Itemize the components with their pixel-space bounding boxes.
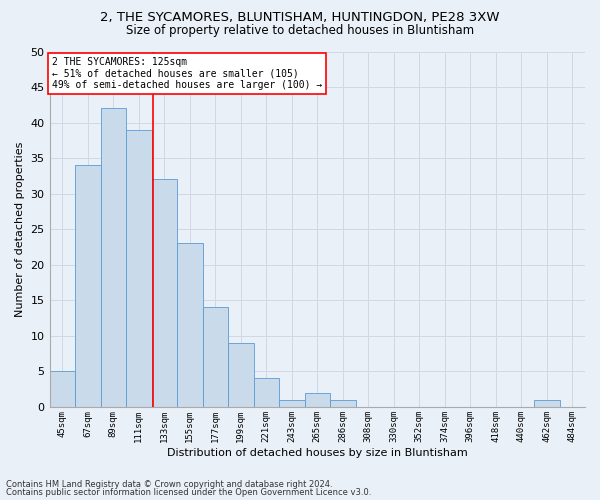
Bar bbox=[50, 372, 75, 407]
Bar bbox=[203, 308, 228, 407]
Text: 2 THE SYCAMORES: 125sqm
← 51% of detached houses are smaller (105)
49% of semi-d: 2 THE SYCAMORES: 125sqm ← 51% of detache… bbox=[52, 57, 322, 90]
Bar bbox=[126, 130, 152, 407]
Text: Size of property relative to detached houses in Bluntisham: Size of property relative to detached ho… bbox=[126, 24, 474, 37]
Bar bbox=[101, 108, 126, 407]
Bar bbox=[305, 392, 330, 407]
Bar bbox=[228, 343, 254, 407]
Text: Contains public sector information licensed under the Open Government Licence v3: Contains public sector information licen… bbox=[6, 488, 371, 497]
Bar bbox=[330, 400, 356, 407]
Bar bbox=[279, 400, 305, 407]
Y-axis label: Number of detached properties: Number of detached properties bbox=[15, 142, 25, 317]
Text: 2, THE SYCAMORES, BLUNTISHAM, HUNTINGDON, PE28 3XW: 2, THE SYCAMORES, BLUNTISHAM, HUNTINGDON… bbox=[100, 12, 500, 24]
Bar bbox=[534, 400, 560, 407]
Bar bbox=[254, 378, 279, 407]
Bar bbox=[152, 180, 177, 407]
Bar bbox=[75, 165, 101, 407]
Text: Contains HM Land Registry data © Crown copyright and database right 2024.: Contains HM Land Registry data © Crown c… bbox=[6, 480, 332, 489]
X-axis label: Distribution of detached houses by size in Bluntisham: Distribution of detached houses by size … bbox=[167, 448, 467, 458]
Bar bbox=[177, 244, 203, 407]
